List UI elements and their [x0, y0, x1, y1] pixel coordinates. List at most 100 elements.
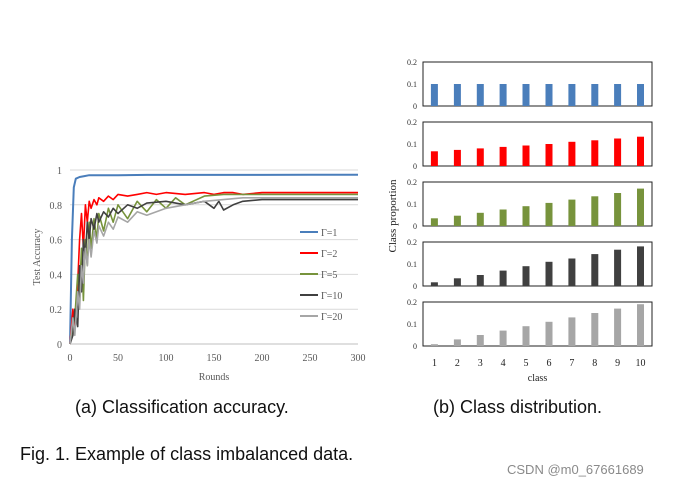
bar [499, 330, 507, 346]
y-tick-label: 1 [57, 166, 62, 177]
y-tick-label: 0 [57, 340, 62, 351]
bar [522, 206, 530, 226]
bar-panel-frame [422, 121, 653, 167]
bar [637, 136, 644, 166]
series-line-gamma-3 [69, 193, 358, 345]
legend-label: Γ=2 [321, 249, 337, 260]
bar-y-tick-label: 0.2 [407, 118, 417, 127]
y-tick-label: 0.6 [50, 236, 63, 247]
bar [476, 335, 484, 346]
bar [545, 261, 553, 286]
bar [591, 313, 599, 346]
bar [545, 84, 553, 106]
x-tick-label: 300 [351, 353, 366, 364]
legend-label: Γ=5 [321, 270, 337, 281]
bar [430, 344, 438, 346]
bar [568, 317, 576, 346]
bar-panel-frame [422, 301, 653, 347]
bar-x-tick-label: 2 [455, 358, 460, 369]
series-line-gamma-1 [69, 173, 358, 345]
x-tick-label: 200 [255, 353, 270, 364]
bar-y-tick-label: 0 [413, 102, 417, 111]
bar [614, 249, 622, 286]
series-line-gamma-2 [69, 191, 358, 345]
bar [476, 275, 484, 286]
y-tick-label: 0.2 [50, 305, 63, 316]
bar-panel-frame [422, 241, 653, 287]
bar-y-tick-label: 0.2 [407, 298, 417, 307]
bar-y-tick-label: 0.1 [407, 140, 417, 149]
bar [522, 145, 530, 166]
class-distribution-bar-charts: 0 0.1 0.2 0 0.1 0.2 0 0.1 0.2 0 0.1 0.2 0 0.1 0.2 1 2 3 4 5… [387, 58, 653, 384]
accuracy-line-chart: 0 0.2 0.4 0.6 0.8 1 0 50 100 150 200 250 300 Rounds Te… [32, 166, 366, 383]
series-line-gamma-4 [69, 198, 358, 345]
bar [591, 84, 599, 106]
bar [499, 270, 507, 286]
bar [545, 202, 553, 226]
bar-x-tick-label: 10 [636, 358, 646, 369]
caption-b: (b) Class distribution. [433, 397, 603, 417]
x-tick-label: 50 [113, 353, 123, 364]
bar [453, 149, 461, 166]
x-tick-label: 0 [68, 353, 73, 364]
bar [637, 188, 644, 226]
bar [591, 196, 599, 226]
caption-a: (a) Classification accuracy. [75, 397, 289, 417]
bar-x-tick-label: 8 [592, 358, 597, 369]
bar [637, 84, 644, 106]
bar [453, 215, 461, 226]
bar [545, 321, 553, 346]
legend-label: Γ=20 [321, 312, 342, 323]
bar [568, 141, 576, 166]
bar [499, 209, 507, 226]
bar [476, 84, 484, 106]
bar [522, 84, 530, 106]
bar [614, 84, 622, 106]
y-tick-label: 0.8 [50, 201, 63, 212]
bar [499, 84, 507, 106]
bar [591, 254, 599, 286]
bar [430, 218, 438, 226]
bar [637, 304, 644, 346]
bar-y-tick-label: 0.1 [407, 320, 417, 329]
bar [568, 199, 576, 226]
bar [476, 212, 484, 226]
bar-y-tick-label: 0.1 [407, 80, 417, 89]
bar-x-tick-label: 9 [615, 358, 620, 369]
legend-label: Γ=10 [321, 291, 342, 302]
bar-x-tick-label: 1 [432, 358, 437, 369]
x-tick-label: 100 [159, 353, 174, 364]
bar [499, 146, 507, 166]
bar-x-axis-label: class [528, 373, 548, 384]
bar [614, 308, 622, 346]
bar [430, 151, 438, 166]
bar-panel-frame [422, 61, 653, 107]
bar [614, 138, 622, 166]
bar-x-tick-label: 7 [569, 358, 574, 369]
bar [453, 339, 461, 346]
bar-y-tick-label: 0.2 [407, 178, 417, 187]
bar [430, 84, 438, 106]
x-tick-label: 150 [207, 353, 222, 364]
bar-x-tick-label: 5 [524, 358, 529, 369]
bar-x-tick-label: 6 [546, 358, 551, 369]
bar [591, 140, 599, 166]
y-tick-label: 0.4 [50, 270, 63, 281]
bar [545, 144, 553, 166]
bar [453, 278, 461, 286]
y-axis-label: Test Accuracy [32, 229, 43, 286]
bar-x-tick-label: 4 [501, 358, 506, 369]
bar [453, 84, 461, 106]
bar-y-axis-label: Class proportion [387, 179, 399, 253]
bar-y-tick-label: 0.1 [407, 260, 417, 269]
bar-x-tick-label: 3 [478, 358, 483, 369]
watermark: CSDN @m0_67661689 [507, 462, 644, 477]
bar [476, 148, 484, 166]
bar-y-tick-label: 0.1 [407, 200, 417, 209]
bar-y-tick-label: 0 [413, 162, 417, 171]
bar [568, 258, 576, 286]
bar-y-tick-label: 0 [413, 342, 417, 351]
bar [568, 84, 576, 106]
bar-y-tick-label: 0.2 [407, 58, 417, 67]
